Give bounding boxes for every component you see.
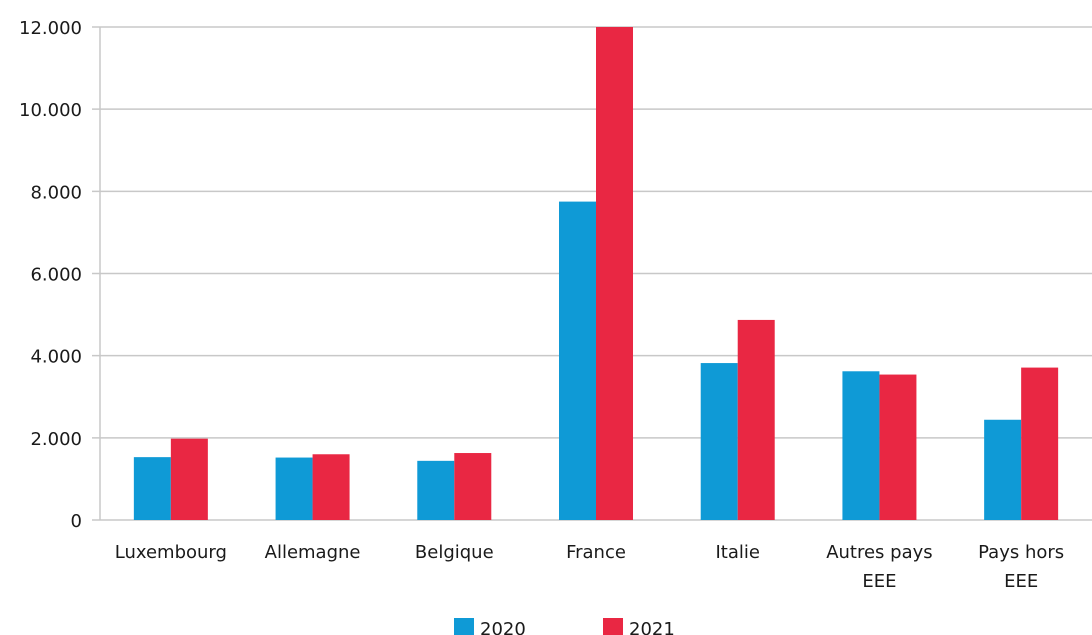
bar-2020-3 (559, 201, 596, 520)
legend-label-2021: 2021 (629, 619, 675, 635)
y-tick-label: 4.000 (30, 347, 82, 368)
bars (133, 27, 1059, 520)
x-category-label: EEE (862, 571, 896, 592)
category-labels: Luxembourg Allemagne Belgique France Italie A… (115, 542, 1064, 592)
x-category-label: Pays hors (978, 542, 1064, 563)
bar-2021-1 (312, 454, 350, 520)
bar-2021-3 (596, 27, 633, 520)
bar-2020-5 (842, 371, 880, 520)
y-tick-label: 8.000 (30, 182, 82, 203)
legend: 2020 2021 (454, 618, 675, 635)
x-category-label: France (566, 542, 626, 563)
y-tick-label: 0 (71, 511, 82, 532)
x-category-label: Italie (715, 542, 759, 563)
y-tick-label: 6.000 (30, 265, 82, 286)
bar-2020-4 (700, 363, 738, 520)
bar-2021-6 (1021, 367, 1059, 520)
bar-2021-0 (170, 438, 208, 520)
bar-2020-2 (417, 460, 455, 520)
bar-2020-0 (133, 457, 171, 520)
bar-2020-1 (275, 457, 313, 520)
y-tick-label: 2.000 (30, 429, 82, 450)
y-tick-label: 12.000 (19, 18, 82, 39)
bar-2021-5 (879, 374, 917, 520)
x-category-label: Autres pays (826, 542, 932, 563)
x-category-label: Belgique (415, 542, 494, 563)
legend-swatch-2020 (454, 618, 474, 635)
legend-swatch-2021 (603, 618, 623, 635)
axes: 0 2.000 4.000 6.000 8.000 10.000 12.000 (19, 18, 101, 532)
legend-label-2020: 2020 (480, 619, 526, 635)
x-category-label: EEE (1004, 571, 1038, 592)
x-category-label: Allemagne (265, 542, 361, 563)
bar-2020-6 (984, 419, 1022, 520)
x-category-label: Luxembourg (115, 542, 227, 563)
y-tick-label: 10.000 (19, 100, 82, 121)
bar-2021-4 (737, 319, 775, 520)
bar-2021-2 (454, 453, 492, 520)
